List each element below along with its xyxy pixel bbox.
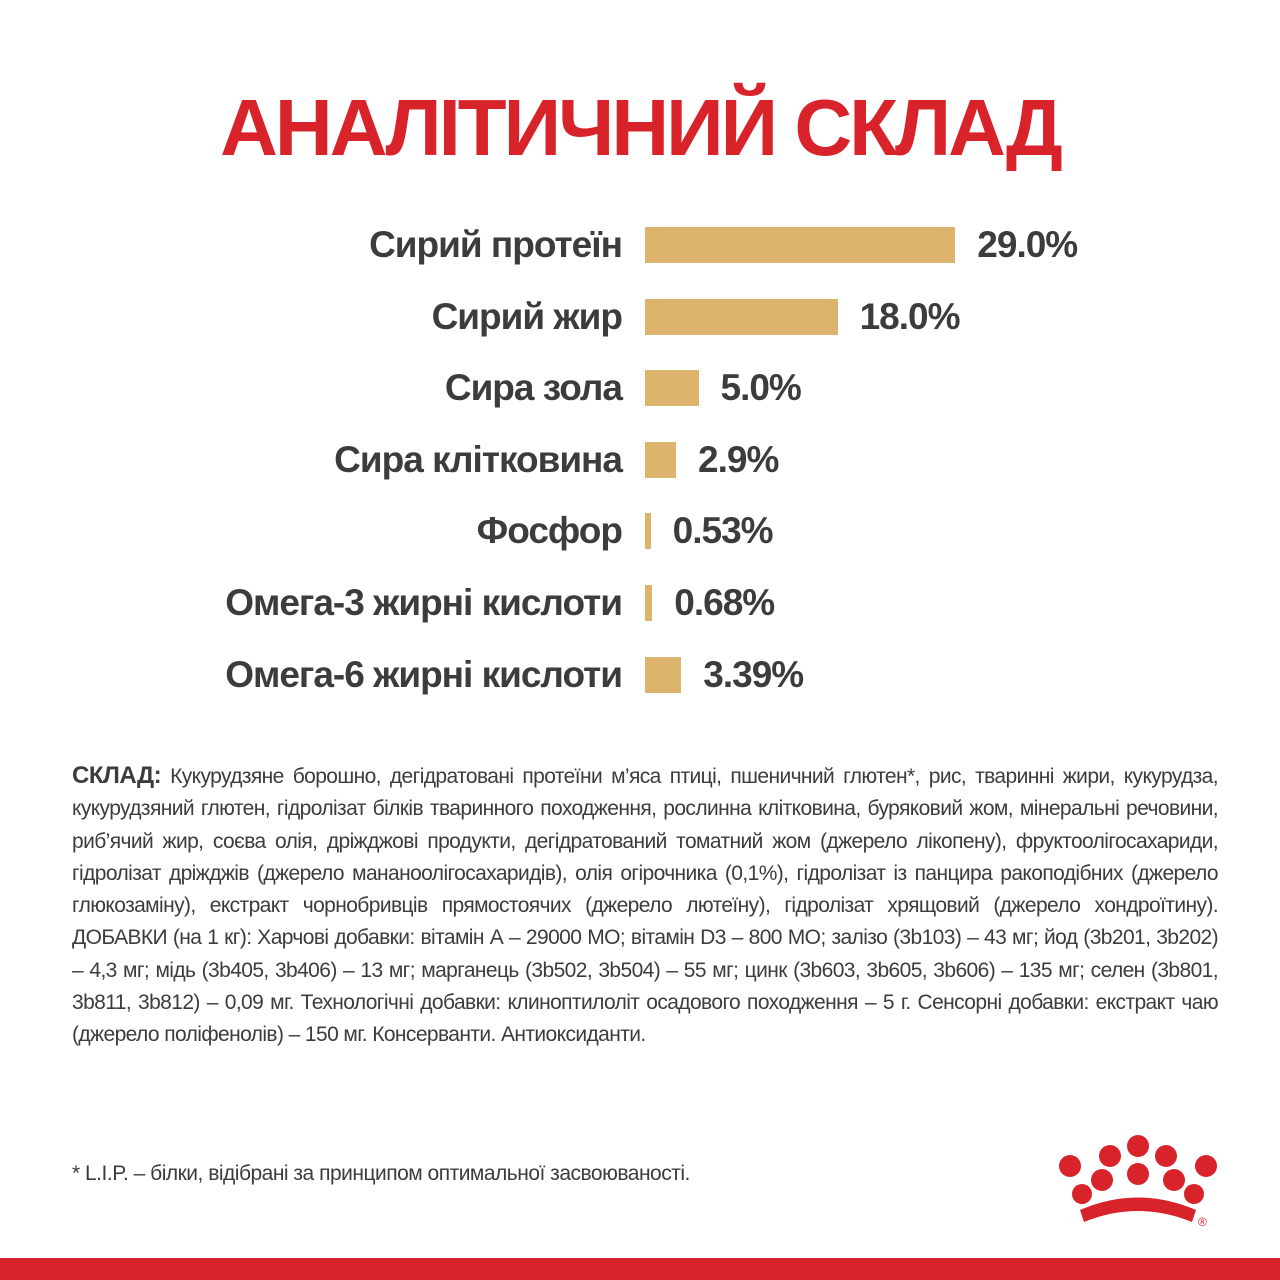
composition-text: СКЛАД: Кукурудзяне борошно, дегідратован… (72, 760, 1219, 1052)
bar-value-label: 29.0% (977, 224, 1078, 265)
bar (645, 227, 956, 263)
composition-body: Кукурудзяне борошно, дегідратовані проте… (72, 765, 1219, 1047)
composition-label: СКЛАД: (72, 762, 162, 789)
bar-value-label: 0.53% (672, 510, 774, 552)
bar-value-label: 2.9% (698, 438, 779, 480)
bar-value-label: 0.68% (674, 582, 775, 623)
bar-label: Сирий протеїн (369, 224, 623, 265)
registered-mark: ® (1198, 1215, 1207, 1229)
bar-label: Сирий жир (431, 295, 623, 337)
bar (645, 370, 699, 407)
bar (645, 585, 653, 621)
footnote: * L.I.P. – білки, відібрані за принципом… (72, 1162, 690, 1185)
bar (645, 513, 651, 550)
page-title: АНАЛІТИЧНИЙ СКЛАД (0, 78, 1280, 178)
bar-label: Сира зола (444, 367, 623, 409)
bar-value-label: 18.0% (859, 295, 961, 337)
title-text: АНАЛІТИЧНИЙ СКЛАД (220, 83, 1063, 172)
bar-value-label: 5.0% (720, 367, 802, 409)
bottom-red-strip (0, 1258, 1280, 1280)
bar-label: Сира клітковина (334, 438, 623, 480)
bar-label: Фосфор (476, 510, 623, 552)
bar (645, 298, 838, 335)
bar-value-label: 3.39% (703, 653, 804, 695)
crown-logo: ® (1059, 1135, 1217, 1229)
bar-label: Омега-6 жирні кислоти (225, 653, 623, 695)
bar (645, 656, 682, 693)
bar-label: Омега-3 жирні кислоти (225, 582, 623, 623)
bar (645, 441, 677, 478)
